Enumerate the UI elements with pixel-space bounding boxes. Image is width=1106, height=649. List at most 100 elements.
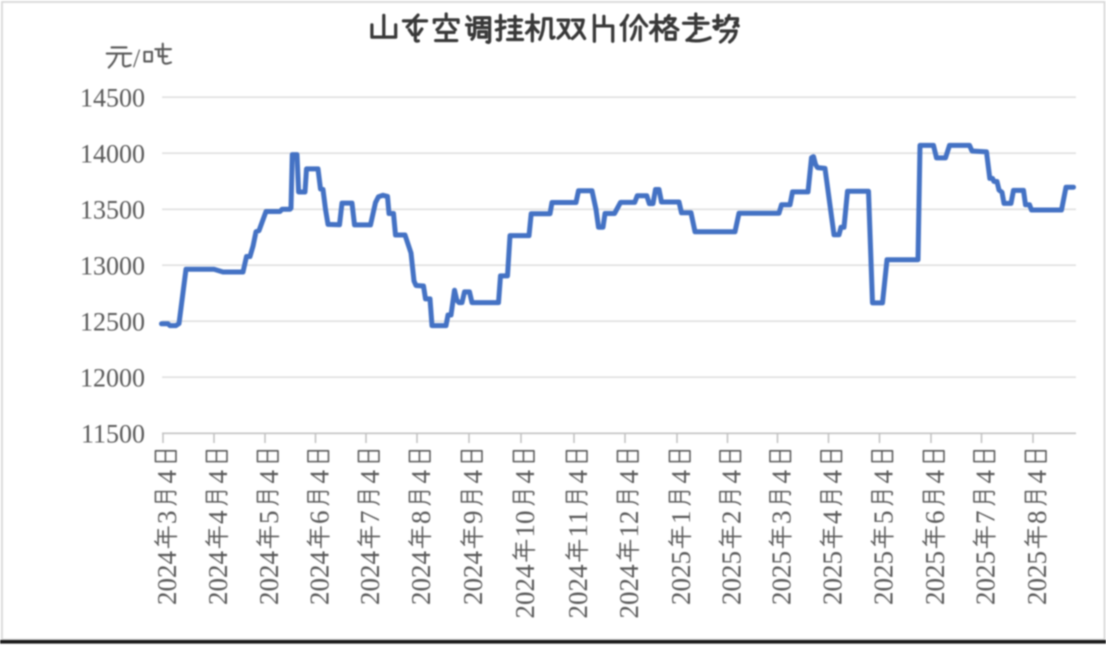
svg-text:4: 4: [355, 551, 385, 565]
svg-text:0: 0: [818, 578, 848, 592]
svg-text:0: 0: [563, 592, 593, 606]
svg-text:2: 2: [767, 565, 797, 579]
svg-text:2: 2: [869, 565, 899, 579]
svg-text:4: 4: [355, 470, 385, 484]
svg-text:5: 5: [1022, 551, 1052, 565]
svg-text:2: 2: [563, 605, 593, 619]
svg-text:0: 0: [203, 578, 233, 592]
svg-text:4: 4: [203, 510, 233, 524]
svg-text:1: 1: [666, 511, 696, 525]
svg-text:2: 2: [818, 592, 848, 606]
svg-text:4: 4: [152, 470, 182, 484]
svg-text:2: 2: [1022, 565, 1052, 579]
svg-text:2: 2: [406, 565, 436, 579]
svg-text:11500: 11500: [81, 420, 145, 449]
svg-text:4: 4: [869, 470, 899, 484]
svg-text:7: 7: [355, 511, 385, 525]
svg-text:4: 4: [305, 551, 335, 565]
svg-text:2: 2: [920, 592, 950, 606]
svg-text:6: 6: [305, 511, 335, 525]
svg-text:0: 0: [510, 592, 540, 606]
svg-text:2: 2: [510, 605, 540, 619]
svg-text:2: 2: [818, 565, 848, 579]
svg-text:4: 4: [406, 470, 436, 484]
svg-text:1: 1: [614, 524, 644, 538]
svg-text:3: 3: [767, 511, 797, 525]
svg-text:2: 2: [152, 565, 182, 579]
svg-text:4: 4: [563, 470, 593, 484]
svg-text:0: 0: [1022, 578, 1052, 592]
svg-text:2: 2: [458, 565, 488, 579]
svg-text:14000: 14000: [80, 139, 145, 168]
svg-text:6: 6: [920, 511, 950, 525]
svg-text:5: 5: [869, 511, 899, 525]
svg-text:4: 4: [818, 470, 848, 484]
svg-text:4: 4: [920, 470, 950, 484]
svg-text:0: 0: [406, 578, 436, 592]
svg-text:2: 2: [355, 565, 385, 579]
svg-text:5: 5: [818, 551, 848, 565]
svg-text:13500: 13500: [80, 196, 145, 225]
svg-text:2: 2: [152, 592, 182, 606]
svg-text:0: 0: [920, 578, 950, 592]
svg-text:4: 4: [1022, 470, 1052, 484]
svg-text:2: 2: [254, 565, 284, 579]
svg-text:2: 2: [717, 592, 747, 606]
svg-text:4: 4: [563, 564, 593, 578]
svg-text:5: 5: [869, 551, 899, 565]
svg-text:0: 0: [666, 578, 696, 592]
svg-text:3: 3: [152, 511, 182, 525]
svg-text:0: 0: [717, 578, 747, 592]
svg-text:4: 4: [666, 470, 696, 484]
svg-text:12000: 12000: [80, 364, 145, 393]
svg-text:2: 2: [1022, 592, 1052, 606]
svg-text:0: 0: [510, 511, 540, 525]
svg-text:2: 2: [717, 511, 747, 525]
svg-text:0: 0: [971, 578, 1001, 592]
svg-text:2: 2: [458, 592, 488, 606]
svg-text:0: 0: [869, 578, 899, 592]
svg-text:1: 1: [563, 524, 593, 538]
svg-text:4: 4: [305, 470, 335, 484]
svg-text:0: 0: [152, 578, 182, 592]
svg-text:0: 0: [355, 578, 385, 592]
svg-text:2: 2: [510, 578, 540, 592]
svg-text:8: 8: [406, 511, 436, 525]
svg-text:2: 2: [305, 565, 335, 579]
svg-text:2: 2: [614, 605, 644, 619]
svg-text:5: 5: [767, 551, 797, 565]
svg-text:0: 0: [767, 578, 797, 592]
svg-text:2: 2: [406, 592, 436, 606]
svg-text:2: 2: [614, 511, 644, 525]
svg-text:5: 5: [717, 551, 747, 565]
svg-text:5: 5: [254, 511, 284, 525]
svg-text:2: 2: [717, 565, 747, 579]
svg-text:5: 5: [666, 551, 696, 565]
svg-text:4: 4: [203, 551, 233, 565]
svg-text:4: 4: [458, 470, 488, 484]
svg-text:4: 4: [717, 470, 747, 484]
svg-text:7: 7: [971, 511, 1001, 525]
svg-text:4: 4: [254, 470, 284, 484]
svg-text:4: 4: [614, 470, 644, 484]
svg-text:0: 0: [614, 592, 644, 606]
svg-text:0: 0: [305, 578, 335, 592]
svg-text:2: 2: [254, 592, 284, 606]
svg-text:13000: 13000: [80, 252, 145, 281]
svg-text:2: 2: [666, 565, 696, 579]
svg-text:4: 4: [406, 551, 436, 565]
svg-text:4: 4: [203, 470, 233, 484]
svg-text:2: 2: [203, 565, 233, 579]
svg-text:2: 2: [869, 592, 899, 606]
svg-text:2: 2: [971, 592, 1001, 606]
svg-text:4: 4: [971, 470, 1001, 484]
svg-text:4: 4: [510, 470, 540, 484]
svg-text:5: 5: [920, 551, 950, 565]
svg-text:2: 2: [203, 592, 233, 606]
svg-text:4: 4: [818, 510, 848, 524]
svg-text:14500: 14500: [80, 83, 145, 112]
svg-text:1: 1: [510, 524, 540, 538]
svg-text:2: 2: [920, 565, 950, 579]
svg-text:4: 4: [510, 564, 540, 578]
svg-text:2: 2: [614, 578, 644, 592]
